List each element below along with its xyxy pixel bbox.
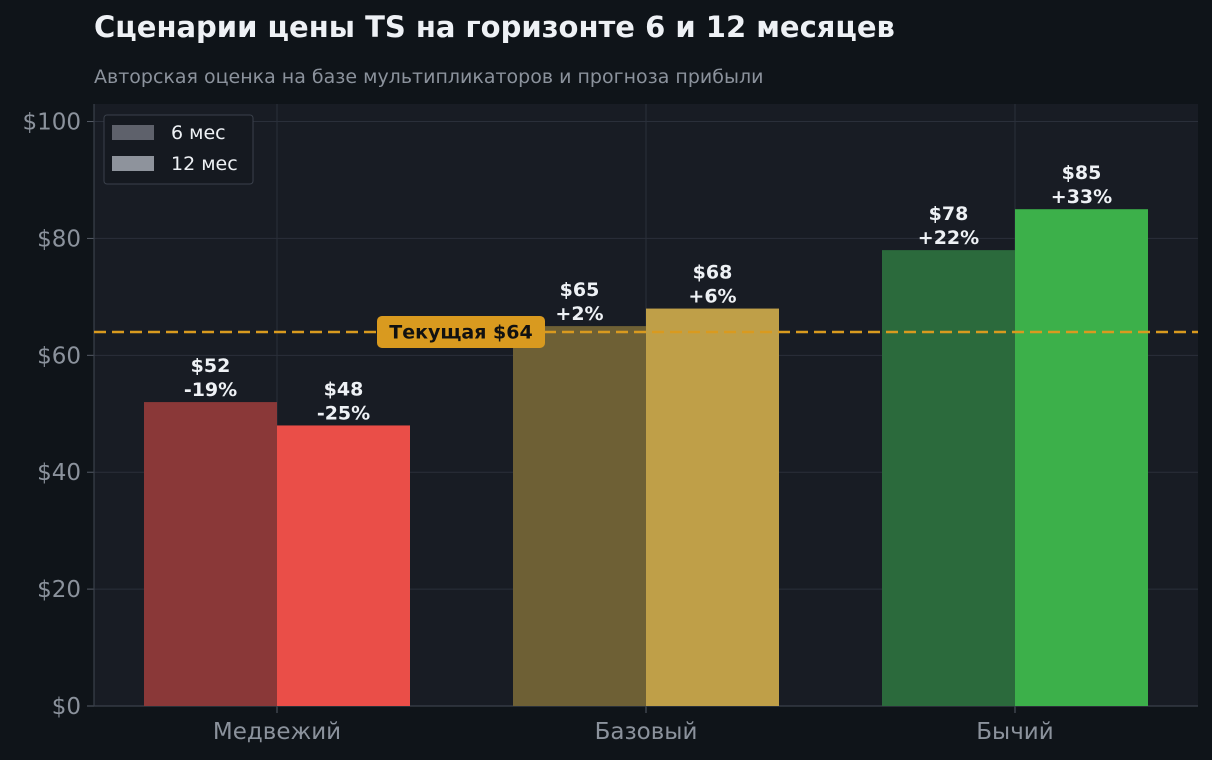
bar-price-label: $78 [929, 203, 969, 225]
bar-6m-1[interactable] [513, 326, 646, 706]
bar-price-label: $68 [693, 262, 733, 284]
y-tick-label: $20 [37, 577, 81, 603]
current-price-label: Текущая $64 [389, 321, 532, 343]
chart-title: Сценарии цены TS на горизонте 6 и 12 мес… [94, 10, 895, 44]
bar-change-label: +2% [555, 303, 603, 325]
current-price-badge [377, 315, 545, 348]
bar-price-label: $52 [191, 355, 231, 377]
chart-subtitle: Авторская оценка на базе мультипликаторо… [94, 66, 764, 88]
bar-price-label: $85 [1062, 162, 1102, 184]
y-tick-label: $40 [37, 460, 81, 486]
legend-label-12m: 12 мес [171, 153, 238, 175]
y-tick-label: $100 [22, 110, 81, 136]
legend-swatch-12m [112, 156, 154, 171]
y-tick-label: $80 [37, 226, 81, 252]
bar-12m-0[interactable] [277, 425, 410, 706]
bar-change-label: +33% [1051, 186, 1112, 208]
bar-change-label: +22% [918, 227, 979, 249]
y-tick-label: $60 [37, 343, 81, 369]
bar-change-label: -25% [317, 402, 370, 424]
bar-6m-0[interactable] [144, 402, 277, 706]
bar-price-label: $65 [560, 279, 600, 301]
bar-change-label: +6% [688, 286, 736, 308]
y-tick-label: $0 [52, 694, 81, 720]
bar-price-label: $48 [324, 378, 364, 400]
x-tick-label: Базовый [595, 719, 698, 745]
bar-12m-2[interactable] [1015, 209, 1148, 706]
bar-12m-1[interactable] [646, 308, 779, 706]
bar-change-label: -19% [184, 379, 237, 401]
x-tick-label: Медвежий [213, 719, 341, 745]
legend-swatch-6m [112, 125, 154, 140]
legend-label-6m: 6 мес [171, 122, 226, 144]
bar-6m-2[interactable] [882, 250, 1015, 706]
x-tick-label: Бычий [976, 719, 1053, 745]
